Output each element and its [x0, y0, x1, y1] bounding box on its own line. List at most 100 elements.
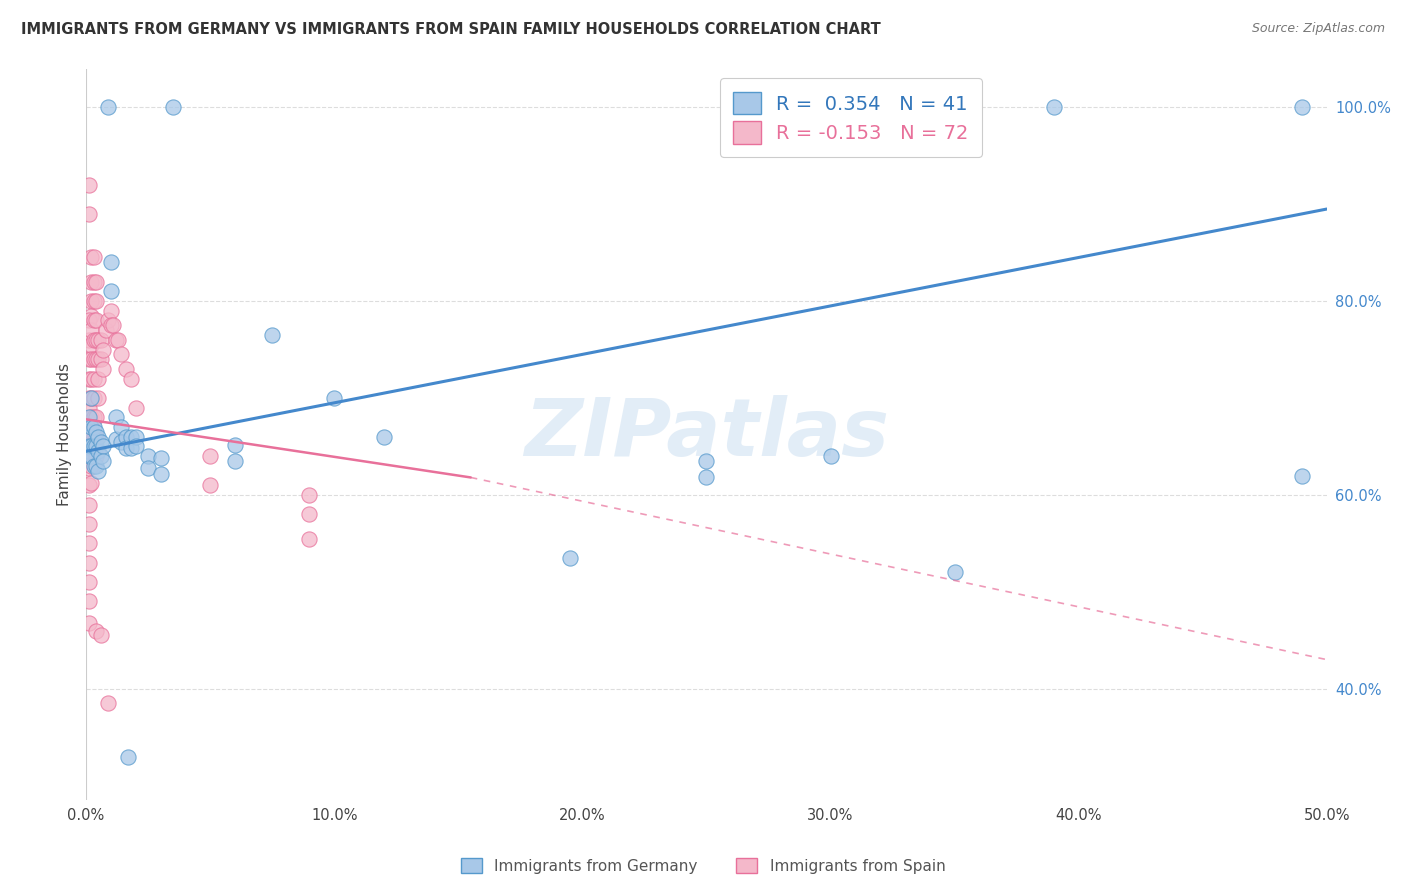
Point [77, 430, 100, 444]
Text: IMMIGRANTS FROM GERMANY VS IMMIGRANTS FROM SPAIN FAMILY HOUSEHOLDS CORRELATION C: IMMIGRANTS FROM GERMANY VS IMMIGRANTS FR… [21, 22, 880, 37]
Point [262, 328, 284, 343]
Point [84, 440, 107, 454]
Point [83, 352, 105, 367]
Point [695, 454, 717, 468]
Point [77, 371, 100, 385]
Point [136, 449, 159, 463]
Point [77, 615, 100, 630]
Point [77, 401, 100, 415]
Point [77, 410, 100, 425]
Point [84, 313, 107, 327]
Point [80, 449, 103, 463]
Point [84, 352, 107, 367]
Point [83, 275, 105, 289]
Point [83, 313, 105, 327]
Point [1291, 100, 1313, 114]
Point [80, 323, 103, 337]
Point [224, 437, 246, 451]
Point [104, 333, 127, 347]
Y-axis label: Family Households: Family Households [58, 363, 72, 506]
Point [77, 415, 100, 429]
Point [84, 458, 107, 473]
Point [97, 100, 120, 114]
Point [77, 449, 100, 463]
Point [80, 425, 103, 439]
Point [77, 333, 100, 347]
Point [298, 508, 321, 522]
Text: Source: ZipAtlas.com: Source: ZipAtlas.com [1251, 22, 1385, 36]
Point [100, 255, 122, 269]
Point [80, 410, 103, 425]
Point [83, 391, 105, 405]
Point [77, 440, 100, 454]
Point [93, 440, 115, 454]
Point [90, 352, 112, 367]
Point [87, 464, 110, 478]
Point [84, 410, 107, 425]
Point [558, 550, 581, 565]
Point [198, 449, 221, 463]
Point [83, 420, 105, 434]
Text: ZIPatlas: ZIPatlas [524, 395, 889, 474]
Point [83, 440, 105, 454]
Point [224, 454, 246, 468]
Point [110, 420, 132, 434]
Point [93, 454, 115, 468]
Point [77, 430, 100, 444]
Point [1043, 100, 1066, 114]
Point [149, 451, 172, 466]
Point [80, 442, 103, 456]
Point [125, 430, 148, 444]
Point [80, 294, 103, 309]
Point [77, 207, 100, 221]
Point [80, 458, 103, 473]
Point [80, 391, 103, 405]
Point [104, 432, 127, 446]
Point [87, 333, 110, 347]
Point [125, 401, 148, 415]
Point [117, 749, 139, 764]
Point [125, 440, 148, 454]
Point [90, 333, 112, 347]
Point [87, 371, 110, 385]
Point [90, 449, 112, 463]
Point [77, 478, 100, 492]
Point [77, 391, 100, 405]
Point [80, 251, 103, 265]
Point [323, 391, 346, 405]
Point [114, 362, 136, 376]
Point [1291, 468, 1313, 483]
Point [77, 178, 100, 192]
Point [77, 352, 100, 367]
Point [80, 440, 103, 454]
Point [136, 460, 159, 475]
Point [87, 352, 110, 367]
Point [77, 444, 100, 458]
Point [83, 371, 105, 385]
Point [84, 275, 107, 289]
Point [94, 323, 117, 337]
Point [93, 362, 115, 376]
Legend: R =  0.354   N = 41, R = -0.153   N = 72: R = 0.354 N = 41, R = -0.153 N = 72 [720, 78, 981, 157]
Point [100, 303, 122, 318]
Point [80, 476, 103, 491]
Point [90, 434, 112, 449]
Point [80, 352, 103, 367]
Point [80, 420, 103, 434]
Point [162, 100, 184, 114]
Point [84, 430, 107, 444]
Point [820, 449, 842, 463]
Point [93, 343, 115, 357]
Point [298, 532, 321, 546]
Point [87, 430, 110, 444]
Point [114, 430, 136, 444]
Point [107, 333, 129, 347]
Point [114, 442, 136, 456]
Point [90, 628, 112, 642]
Point [77, 313, 100, 327]
Point [84, 449, 107, 463]
Point [83, 430, 105, 444]
Point [695, 470, 717, 484]
Point [87, 444, 110, 458]
Point [77, 460, 100, 475]
